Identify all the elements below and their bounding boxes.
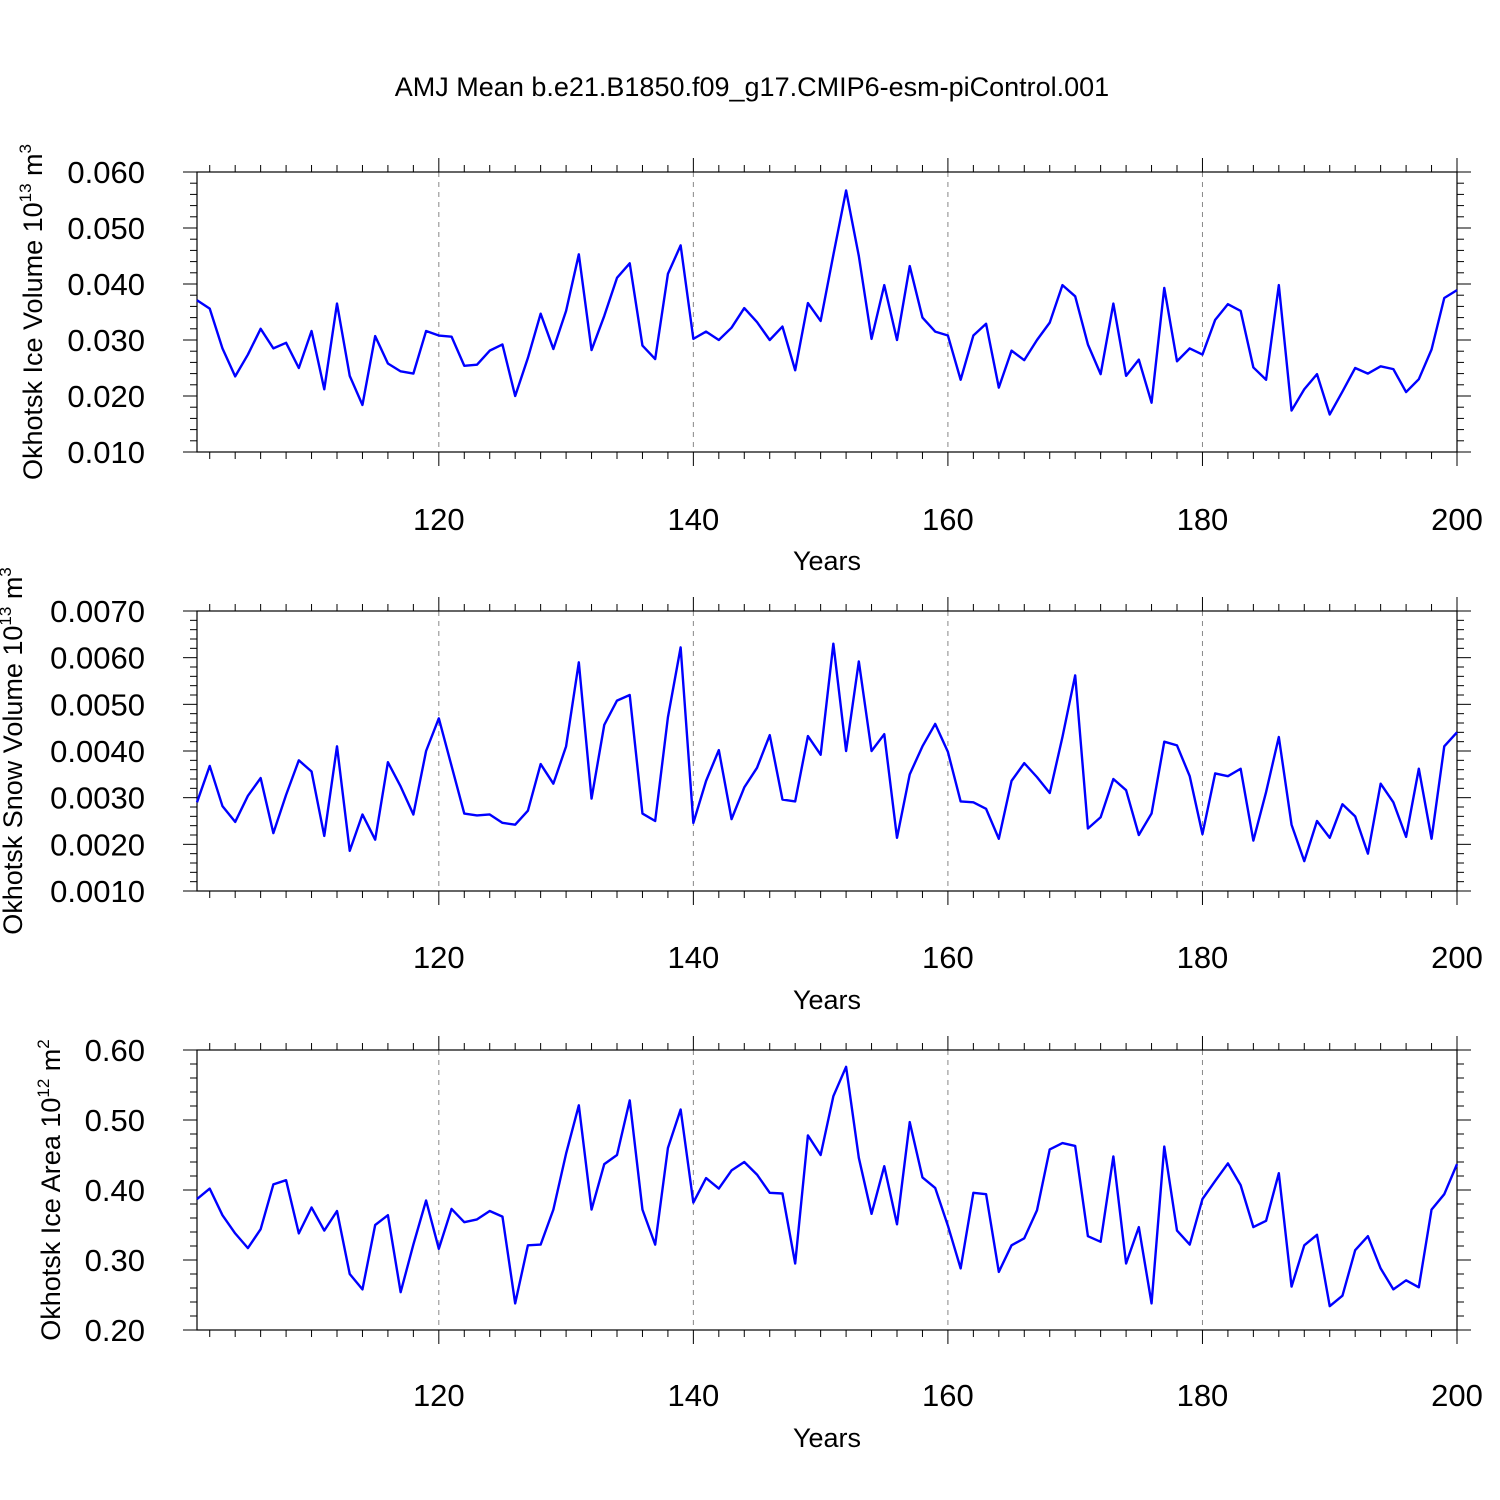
x-tick-label: 160 [922,502,974,537]
y-tick-label: 0.0030 [50,781,145,816]
y-axis-title: Okhotsk Ice Area 1012 m2 [34,1039,66,1341]
x-tick-label: 140 [667,502,719,537]
panel-3: 0.20 0.30 0.40 0.50 0.60 120 140 160 180 200 Years… [34,1033,1483,1453]
y-tick-label: 0.060 [67,155,145,190]
x-tick-label: 120 [413,940,465,975]
x-axis-title: Years [793,546,861,576]
panel-2: 0.0010 0.0020 0.0030 0.0040 0.0050 0.0060 0.00… [0,567,1483,1015]
plot-frame [196,171,1458,453]
series-line-1 [195,642,1458,863]
x-tick-label: 120 [413,502,465,537]
y-tick-label: 0.20 [85,1313,145,1348]
y-tick-label: 0.0060 [50,641,145,676]
x-tick-label: 140 [667,940,719,975]
y-tick-label: 0.50 [85,1103,145,1138]
y-tick-label: 0.050 [67,211,145,246]
y-tick-label: 0.0020 [50,827,145,862]
y-tick-label: 0.30 [85,1243,145,1278]
series-line-1 [196,1065,1459,1308]
x-tick-label: 140 [667,1378,719,1413]
x-tick-label: 200 [1431,502,1483,537]
panel-1: 0.010 0.020 0.030 0.040 0.050 0.060 120 140 160 1… [16,144,1483,576]
y-axis-title: Okhotsk Ice Volume 1013 m3 [16,144,48,480]
y-axis-title: Okhotsk Snow Volume 1013 m3 [0,567,28,935]
x-tick-label: 200 [1431,1378,1483,1413]
y-tick-label: 0.0070 [50,594,145,629]
y-tick-label: 0.0010 [50,874,145,909]
x-tick-label: 180 [1177,940,1229,975]
x-tick-label: 120 [413,1378,465,1413]
x-axis-title: Years [793,1423,861,1453]
y-tick-label: 0.40 [85,1173,145,1208]
x-axis-title: Years [793,985,861,1015]
x-tick-label: 180 [1177,1378,1229,1413]
y-tick-label: 0.0040 [50,734,145,769]
x-tick-label: 160 [922,1378,974,1413]
x-tick-label: 160 [922,940,974,975]
x-tick-label: 180 [1177,502,1229,537]
x-tick-label: 200 [1431,940,1483,975]
y-tick-label: 0.60 [85,1033,145,1068]
series-line-1 [196,189,1458,416]
figure-title: AMJ Mean b.e21.B1850.f09_g17.CMIP6-esm-p… [395,72,1109,102]
y-tick-label: 0.040 [67,267,145,302]
panels: 0.010 0.020 0.030 0.040 0.050 0.060 120 140 160 1… [0,144,1483,1453]
y-tick-label: 0.030 [67,323,145,358]
y-tick-label: 0.020 [67,379,145,414]
y-tick-label: 0.0050 [50,687,145,722]
y-tick-label: 0.010 [67,435,145,470]
